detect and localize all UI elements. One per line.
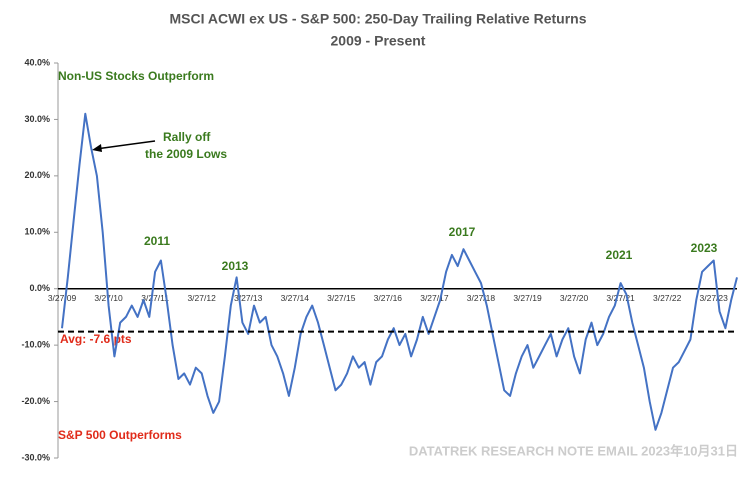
x-tick-label: 3/27/23: [700, 293, 729, 303]
x-tick-label: 3/27/19: [513, 293, 542, 303]
y-tick-label: 0.0%: [29, 283, 50, 293]
chart-title: MSCI ACWI ex US - S&P 500: 250-Day Trail…: [169, 11, 586, 27]
x-tick-label: 3/27/11: [141, 293, 169, 303]
series-line: [61, 112, 738, 431]
y-tick-label: 10.0%: [24, 227, 50, 237]
annotation: the 2009 Lows: [145, 147, 227, 161]
arrow: [95, 140, 156, 150]
x-tick-label: 3/27/15: [327, 293, 356, 303]
x-tick-label: 3/27/18: [467, 293, 496, 303]
x-tick-label: 3/27/12: [187, 293, 216, 303]
annotation: 2021: [606, 248, 633, 262]
annotation: 2023: [691, 241, 718, 255]
y-tick-label: 30.0%: [24, 114, 50, 124]
annotation: 2017: [449, 225, 476, 239]
y-tick-label: -10.0%: [21, 340, 50, 350]
annotation: 2013: [222, 259, 249, 273]
annotation: S&P 500 Outperforms: [58, 428, 182, 442]
x-tick-label: 3/27/22: [653, 293, 682, 303]
x-tick-label: 3/27/14: [281, 293, 310, 303]
annotation: 2011: [144, 234, 170, 248]
watermark: DATATREK RESEARCH NOTE EMAIL 2023年10月31日: [409, 443, 738, 458]
x-tick-label: 3/27/13: [234, 293, 263, 303]
chart-subtitle: 2009 - Present: [331, 33, 426, 49]
y-tick-label: -20.0%: [21, 396, 50, 406]
arrow-head: [92, 144, 102, 152]
y-tick-label: 40.0%: [24, 57, 50, 67]
annotation: Avg: -7.6 pts: [60, 332, 132, 346]
y-tick-label: 20.0%: [24, 170, 50, 180]
x-tick-label: 3/27/21: [606, 293, 635, 303]
annotation: Rally off: [163, 130, 211, 144]
x-tick-label: 3/27/20: [560, 293, 589, 303]
annotation: Non-US Stocks Outperform: [58, 69, 214, 83]
x-tick-label: 3/27/16: [374, 293, 403, 303]
x-tick-label: 3/27/17: [420, 293, 449, 303]
x-tick-label: 3/27/09: [48, 293, 77, 303]
y-tick-label: -30.0%: [21, 452, 50, 462]
